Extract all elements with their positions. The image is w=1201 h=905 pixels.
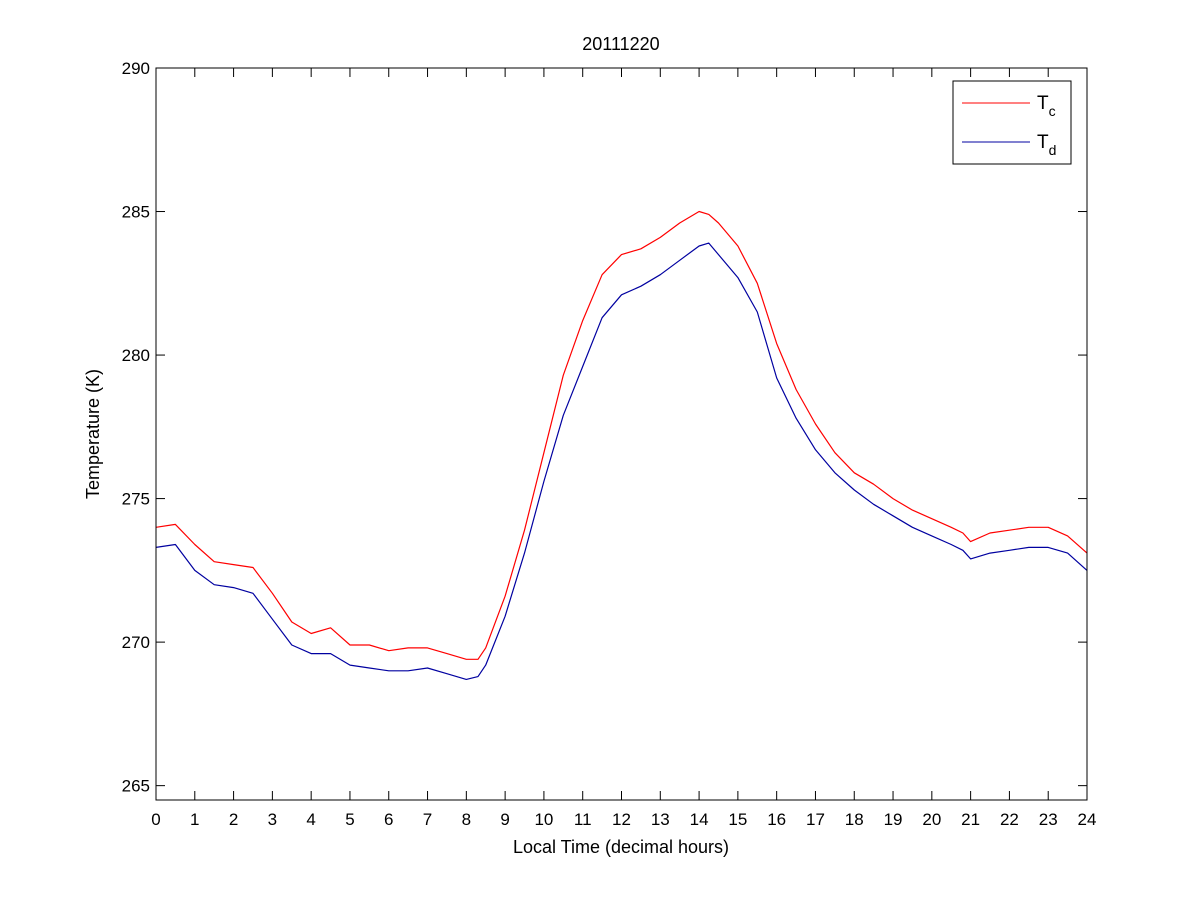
x-tick-label: 20 <box>922 810 941 829</box>
x-tick-label: 13 <box>651 810 670 829</box>
y-axis-label: Temperature (K) <box>83 369 103 499</box>
x-tick-label: 6 <box>384 810 393 829</box>
x-tick-label: 7 <box>423 810 432 829</box>
y-tick-label: 280 <box>122 346 150 365</box>
y-tick-label: 275 <box>122 490 150 509</box>
legend-box <box>952 80 1072 165</box>
x-axis-label: Local Time (decimal hours) <box>513 837 729 857</box>
x-tick-label: 17 <box>806 810 825 829</box>
x-tick-label: 5 <box>345 810 354 829</box>
legend: Tc Td <box>952 80 1072 165</box>
legend-label-td: Td <box>1037 132 1056 158</box>
y-tick-label: 285 <box>122 203 150 222</box>
x-tick-label: 18 <box>845 810 864 829</box>
y-tick-label: 290 <box>122 59 150 78</box>
x-tick-label: 21 <box>961 810 980 829</box>
chart-title: 20111220 <box>582 34 659 54</box>
plot-layer <box>155 210 1088 681</box>
x-tick-label: 14 <box>690 810 709 829</box>
x-tick-label: 15 <box>728 810 747 829</box>
x-tick-label: 4 <box>306 810 315 829</box>
x-tick-label: 16 <box>767 810 786 829</box>
legend-label-tc: Tc <box>1037 93 1056 119</box>
x-tick-label: 9 <box>500 810 509 829</box>
x-tick-label: 22 <box>1000 810 1019 829</box>
y-tick-label: 265 <box>122 777 150 796</box>
x-tick-label: 12 <box>612 810 631 829</box>
x-tick-label: 8 <box>462 810 471 829</box>
series-line-tc <box>155 210 1088 660</box>
x-tick-label: 10 <box>534 810 553 829</box>
tick-layer: 0 1 2 3 4 5 6 7 8 9 10 11 12 13 14 15 16 17 18 19 20 21 22 23 24… <box>122 59 1097 829</box>
x-tick-label: 11 <box>574 810 592 829</box>
x-tick-label: 0 <box>151 810 160 829</box>
x-tick-label: 1 <box>190 810 199 829</box>
x-tick-label: 23 <box>1039 810 1058 829</box>
x-tick-label: 2 <box>229 810 238 829</box>
series-line-td <box>155 242 1088 681</box>
y-tick-label: 270 <box>122 633 150 652</box>
x-tick-label: 24 <box>1078 810 1097 829</box>
x-tick-label: 3 <box>268 810 277 829</box>
x-tick-label: 19 <box>884 810 903 829</box>
